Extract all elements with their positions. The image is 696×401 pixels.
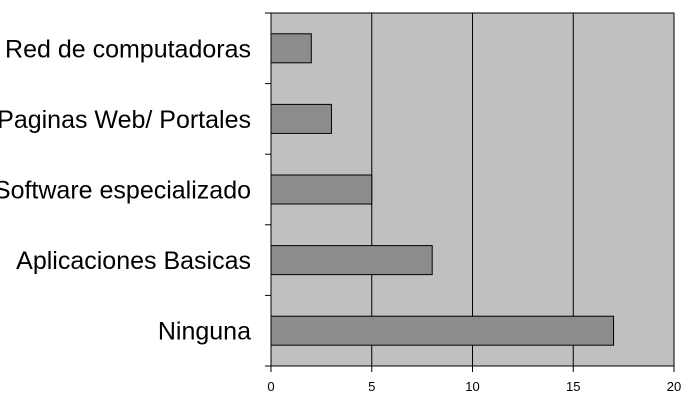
- category-label: Paginas Web/ Portales: [0, 106, 251, 134]
- y-axis-ticks: [265, 12, 271, 367]
- category-label: Ninguna: [158, 318, 251, 346]
- x-tick-label: 10: [465, 379, 479, 394]
- x-tick-label: 15: [566, 379, 580, 394]
- bar: [270, 33, 312, 64]
- category-labels: Red de computadoras Paginas Web/ Portales…: [0, 35, 251, 345]
- category-label: Software especializado: [0, 177, 251, 205]
- bar: [270, 245, 433, 276]
- x-tick-label: 5: [368, 379, 375, 394]
- category-label: Red de computadoras: [5, 35, 251, 63]
- x-tick-label: 20: [667, 379, 681, 394]
- bar: [270, 315, 615, 346]
- x-tick-label: 0: [267, 379, 274, 394]
- bars: [270, 33, 615, 346]
- bar: [270, 174, 373, 205]
- category-label: Aplicaciones Basicas: [16, 247, 251, 275]
- bar: [270, 103, 332, 134]
- x-tick-labels: 0 5 10 15 20: [267, 379, 681, 394]
- x-axis-ticks: [270, 366, 675, 372]
